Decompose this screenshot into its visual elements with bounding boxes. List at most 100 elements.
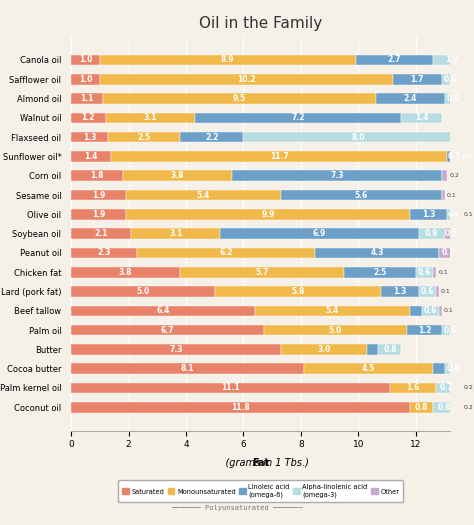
Bar: [433, 402, 456, 413]
Legend: Saturated, Monounsaturated, Linoleic acid
(omega-6), Alpha-linolenic acid
(omega: Saturated, Monounsaturated, Linoleic aci…: [118, 480, 403, 502]
Bar: [401, 112, 442, 123]
Bar: [433, 363, 445, 374]
Text: 1.3: 1.3: [445, 56, 458, 65]
Text: 5.0: 5.0: [329, 326, 342, 334]
Bar: [100, 55, 356, 65]
Text: 6.7: 6.7: [161, 326, 174, 334]
Bar: [470, 55, 474, 65]
Bar: [281, 190, 442, 201]
Bar: [456, 383, 462, 393]
Text: 3.8: 3.8: [171, 171, 184, 180]
Bar: [344, 267, 416, 278]
Bar: [106, 112, 195, 123]
Text: 0.6: 0.6: [444, 326, 457, 334]
Text: 3.0: 3.0: [317, 345, 330, 354]
Bar: [71, 248, 137, 258]
Text: 0.8: 0.8: [415, 403, 428, 412]
Bar: [439, 248, 459, 258]
Text: 1.3: 1.3: [83, 133, 97, 142]
Text: 0.2: 0.2: [464, 405, 474, 410]
Bar: [436, 286, 439, 297]
Text: 10.2: 10.2: [237, 75, 255, 84]
Bar: [393, 74, 442, 85]
Bar: [71, 93, 103, 104]
Text: 1.9: 1.9: [91, 191, 105, 200]
Text: 0.6: 0.6: [418, 268, 431, 277]
Text: 0.6: 0.6: [444, 75, 457, 84]
Text: 0.6: 0.6: [447, 364, 460, 373]
Text: 0.1: 0.1: [447, 193, 456, 197]
Text: 0.8: 0.8: [438, 403, 451, 412]
Text: 6.4: 6.4: [156, 306, 170, 316]
Bar: [255, 306, 410, 316]
Bar: [195, 112, 401, 123]
Text: 5.6: 5.6: [355, 191, 368, 200]
Text: 1.0: 1.0: [79, 56, 92, 65]
Text: 1.0: 1.0: [79, 75, 92, 84]
Bar: [442, 325, 459, 335]
Text: 0.6: 0.6: [420, 287, 434, 296]
Text: 1.3: 1.3: [422, 210, 436, 219]
Text: 5.0: 5.0: [137, 287, 149, 296]
Text: 6.9: 6.9: [313, 229, 326, 238]
Bar: [445, 93, 462, 104]
Text: 4.5: 4.5: [362, 364, 375, 373]
Bar: [390, 383, 436, 393]
Bar: [180, 267, 344, 278]
Bar: [71, 209, 126, 219]
Text: 2.2: 2.2: [205, 133, 219, 142]
Bar: [445, 363, 462, 374]
Bar: [71, 286, 215, 297]
Text: 5.8: 5.8: [292, 287, 305, 296]
Text: 7.2: 7.2: [292, 113, 305, 122]
Bar: [315, 248, 439, 258]
Text: 0.1: 0.1: [441, 289, 451, 294]
Bar: [71, 267, 180, 278]
Bar: [410, 402, 433, 413]
Bar: [137, 248, 315, 258]
Bar: [180, 132, 244, 142]
Text: 3.1: 3.1: [144, 113, 157, 122]
Bar: [436, 383, 456, 393]
Bar: [71, 363, 304, 374]
Text: 0.6: 0.6: [423, 306, 437, 316]
Text: 1.2: 1.2: [82, 113, 95, 122]
Bar: [71, 383, 390, 393]
Text: 0.1: 0.1: [438, 270, 448, 275]
Bar: [462, 151, 473, 162]
Text: 1.4: 1.4: [415, 113, 428, 122]
Text: 8.9: 8.9: [221, 56, 235, 65]
Text: 5.7: 5.7: [255, 268, 269, 277]
Text: 2.7: 2.7: [388, 56, 401, 65]
Bar: [382, 286, 419, 297]
Bar: [131, 228, 220, 239]
Text: 0.1: 0.1: [444, 308, 454, 313]
Text: 0.6: 0.6: [447, 94, 460, 103]
Text: 8.0: 8.0: [352, 133, 365, 142]
Bar: [109, 132, 180, 142]
Text: 0.7: 0.7: [442, 248, 456, 257]
Bar: [71, 74, 100, 85]
Bar: [410, 209, 447, 219]
Bar: [126, 190, 281, 201]
Bar: [71, 228, 131, 239]
Text: 6.2: 6.2: [219, 248, 233, 257]
Text: 8.1: 8.1: [181, 364, 194, 373]
Bar: [71, 325, 264, 335]
Text: 2.5: 2.5: [374, 268, 386, 277]
Text: 11.8: 11.8: [231, 403, 250, 412]
Bar: [71, 402, 410, 413]
Text: 2.4: 2.4: [403, 94, 417, 103]
Text: 0.7: 0.7: [439, 383, 453, 393]
Text: 0.5: 0.5: [445, 229, 458, 238]
Text: Fat: Fat: [252, 458, 269, 468]
Bar: [459, 209, 462, 219]
Bar: [100, 74, 393, 85]
Text: 9.5: 9.5: [233, 94, 246, 103]
Bar: [71, 306, 255, 316]
Bar: [71, 151, 111, 162]
Text: 0.2: 0.2: [464, 385, 474, 391]
Bar: [447, 209, 459, 219]
Bar: [123, 171, 232, 181]
Bar: [407, 325, 442, 335]
